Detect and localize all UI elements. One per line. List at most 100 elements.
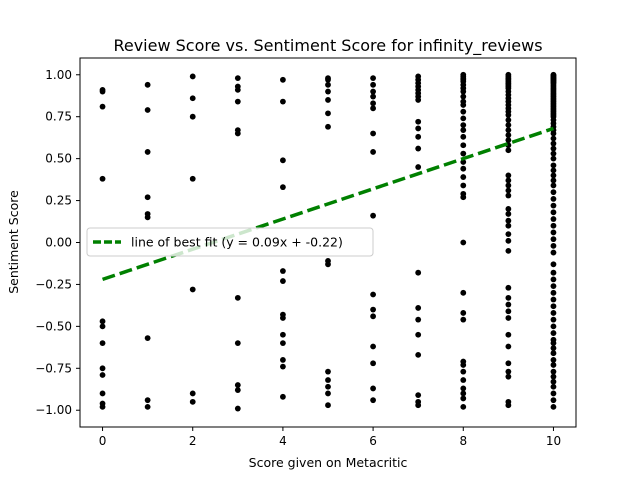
data-point bbox=[234, 387, 241, 393]
data-point bbox=[415, 305, 422, 311]
data-point bbox=[550, 340, 557, 347]
data-point bbox=[144, 107, 151, 113]
data-point bbox=[460, 368, 467, 375]
data-point bbox=[99, 390, 106, 397]
data-point bbox=[460, 395, 467, 402]
data-point bbox=[550, 172, 557, 179]
data-point bbox=[144, 149, 151, 155]
data-point bbox=[550, 350, 557, 357]
data-point bbox=[99, 88, 106, 95]
data-point bbox=[234, 405, 241, 412]
y-tick-label: 0.75 bbox=[45, 110, 72, 124]
data-point bbox=[505, 222, 512, 229]
data-point bbox=[460, 115, 467, 122]
data-point bbox=[550, 249, 557, 256]
data-point bbox=[460, 194, 467, 201]
data-point bbox=[460, 122, 467, 128]
data-point bbox=[189, 390, 196, 397]
data-point bbox=[460, 127, 467, 134]
data-point bbox=[550, 368, 557, 375]
data-point bbox=[99, 372, 106, 378]
data-point bbox=[415, 331, 422, 338]
data-point bbox=[280, 98, 286, 105]
data-points bbox=[99, 71, 557, 412]
x-axis-ticks: 0 2 4 6 8 10 bbox=[99, 427, 561, 448]
data-point bbox=[460, 165, 467, 172]
data-point bbox=[460, 93, 467, 100]
data-point bbox=[280, 184, 286, 191]
data-point bbox=[460, 377, 467, 383]
data-point bbox=[415, 97, 422, 103]
data-point bbox=[370, 130, 376, 137]
data-point bbox=[325, 88, 331, 95]
data-point bbox=[505, 331, 512, 338]
data-point bbox=[415, 392, 422, 399]
data-point bbox=[415, 269, 422, 276]
data-point bbox=[550, 383, 557, 390]
data-point bbox=[550, 303, 557, 310]
data-point bbox=[550, 140, 557, 147]
data-point bbox=[505, 368, 512, 375]
data-point bbox=[99, 365, 106, 372]
data-point bbox=[189, 95, 196, 102]
data-point bbox=[99, 175, 106, 182]
data-point bbox=[505, 147, 512, 154]
data-point bbox=[280, 157, 286, 164]
data-point bbox=[550, 202, 557, 209]
data-point bbox=[415, 402, 422, 409]
data-point bbox=[505, 343, 512, 350]
data-point bbox=[460, 385, 467, 392]
x-tick-label: 8 bbox=[459, 434, 467, 448]
data-point bbox=[550, 323, 557, 330]
data-point bbox=[550, 310, 557, 316]
data-point bbox=[550, 162, 557, 169]
data-point bbox=[370, 105, 376, 112]
data-point bbox=[234, 130, 241, 137]
data-point bbox=[505, 247, 512, 254]
data-point bbox=[505, 137, 512, 144]
data-point bbox=[370, 306, 376, 313]
data-point bbox=[460, 310, 467, 316]
data-point bbox=[234, 294, 241, 301]
data-point bbox=[280, 331, 286, 338]
data-point bbox=[189, 113, 196, 120]
data-point bbox=[550, 397, 557, 404]
data-point bbox=[234, 340, 241, 347]
data-point bbox=[144, 194, 151, 201]
data-point bbox=[505, 237, 512, 244]
data-point bbox=[99, 323, 106, 330]
data-point bbox=[460, 88, 467, 95]
data-point bbox=[325, 261, 331, 268]
data-point bbox=[325, 110, 331, 117]
data-point bbox=[370, 360, 376, 367]
data-point bbox=[460, 239, 467, 246]
data-point bbox=[550, 296, 557, 303]
data-point bbox=[415, 164, 422, 170]
data-point bbox=[370, 212, 376, 219]
y-tick-label: 0.50 bbox=[45, 152, 72, 166]
data-point bbox=[144, 335, 151, 342]
data-point bbox=[234, 86, 241, 93]
data-point bbox=[550, 330, 557, 336]
data-point bbox=[370, 291, 376, 298]
x-axis-label: Score given on Metacritic bbox=[249, 455, 408, 470]
legend-box bbox=[86, 227, 374, 257]
data-point bbox=[550, 269, 557, 276]
data-point bbox=[505, 127, 512, 134]
data-point bbox=[460, 142, 467, 149]
y-axis-label: Sentiment Score bbox=[6, 190, 21, 294]
data-point bbox=[325, 76, 331, 83]
data-point bbox=[550, 373, 557, 380]
data-point bbox=[370, 93, 376, 100]
data-point bbox=[505, 192, 512, 199]
data-point bbox=[550, 390, 557, 397]
data-point bbox=[505, 315, 512, 321]
data-point bbox=[234, 75, 241, 82]
data-point bbox=[280, 340, 286, 347]
data-point bbox=[234, 382, 241, 388]
data-point bbox=[550, 167, 557, 174]
data-point bbox=[370, 149, 376, 155]
data-point bbox=[505, 360, 512, 367]
x-tick-label: 0 bbox=[99, 434, 107, 448]
